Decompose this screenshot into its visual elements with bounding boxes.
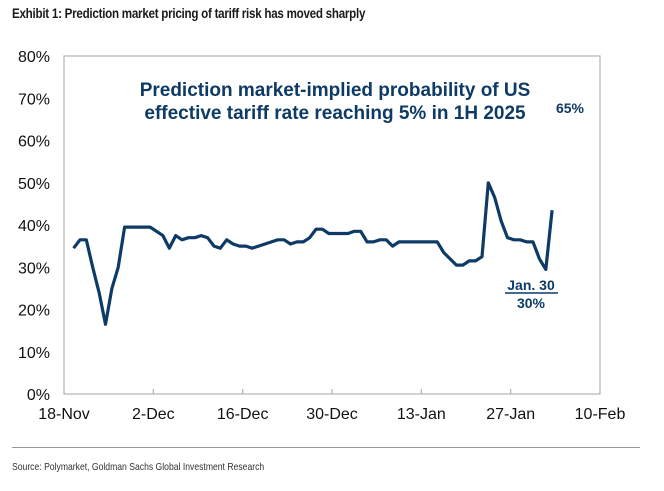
x-tick-label: 18-Nov	[38, 406, 90, 423]
x-tick-label: 2-Dec	[132, 406, 175, 423]
y-tick-label: 50%	[18, 176, 50, 193]
x-tick-label: 30-Dec	[306, 406, 358, 423]
y-tick-label: 80%	[18, 49, 50, 66]
annotation-low-value: 30%	[517, 295, 546, 311]
y-tick-label: 70%	[18, 91, 50, 108]
chart-title-line-1: Prediction market-implied probability of…	[140, 80, 531, 101]
source-note: Source: Polymarket, Goldman Sachs Global…	[12, 461, 265, 473]
exhibit-title: Exhibit 1: Prediction market pricing of …	[12, 6, 366, 21]
x-tick-label: 13-Jan	[397, 406, 446, 423]
chart-title-line-2: effective tariff rate reaching 5% in 1H …	[144, 103, 526, 124]
series-line	[72, 181, 554, 326]
footer-divider	[12, 447, 640, 448]
annotation-low-date: Jan. 30	[507, 277, 555, 293]
y-tick-label: 0%	[27, 387, 50, 404]
y-tick-label: 10%	[18, 345, 50, 362]
x-tick-label: 10-Feb	[575, 406, 626, 423]
y-tick-label: 30%	[18, 260, 50, 277]
y-tick-label: 40%	[18, 218, 50, 235]
x-tick-label: 16-Dec	[217, 406, 269, 423]
annotation-peak-label: 65%	[556, 100, 585, 116]
y-tick-label: 60%	[18, 134, 50, 151]
x-tick-label: 27-Jan	[486, 406, 535, 423]
y-tick-label: 20%	[18, 303, 50, 320]
